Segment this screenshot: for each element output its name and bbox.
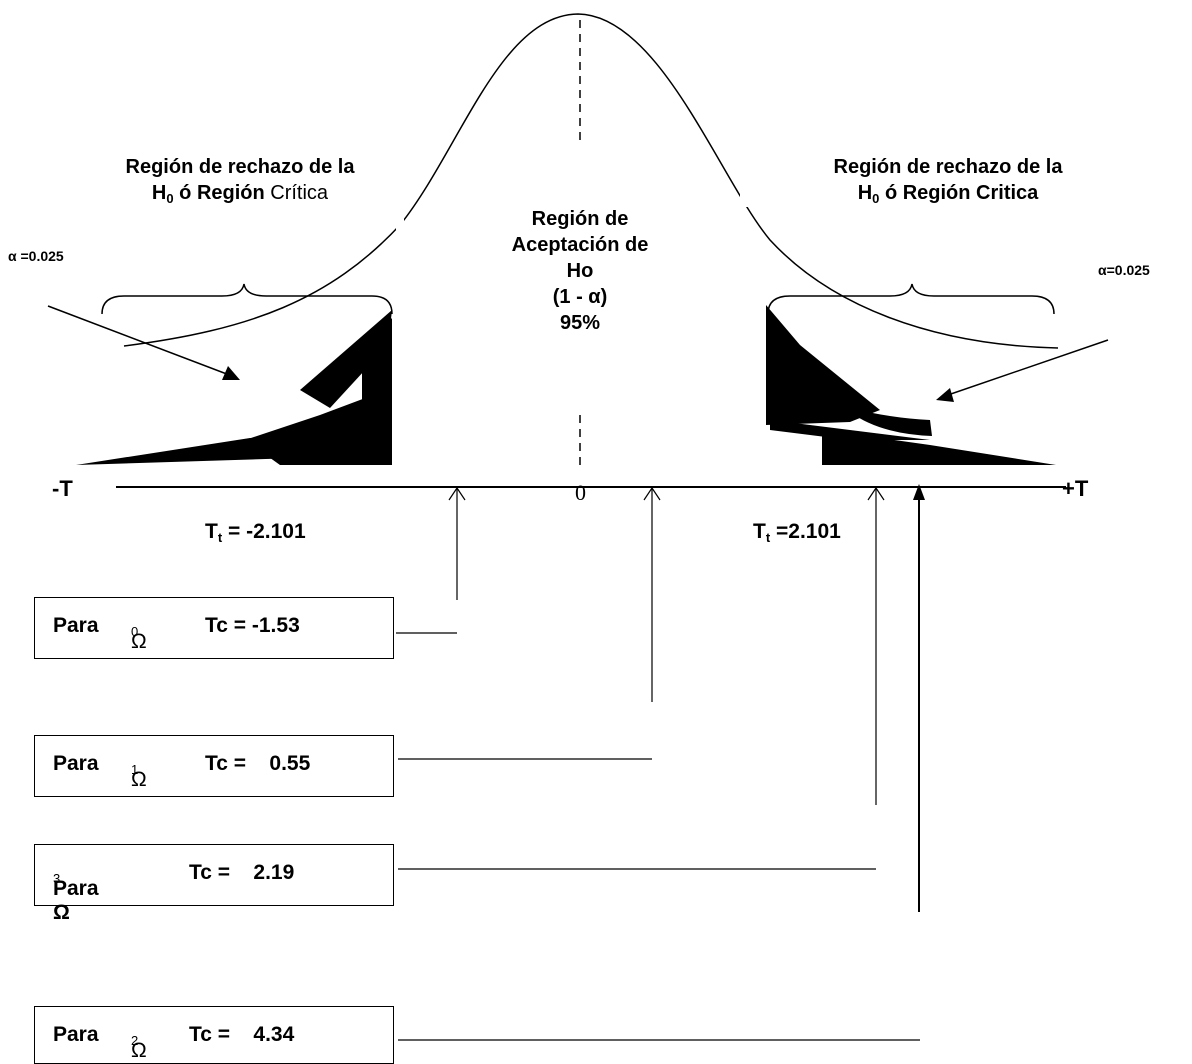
acceptance-line1: Región de: [531, 208, 629, 230]
right-alpha-arrowhead: [936, 388, 954, 402]
acceptance-line3: Ho: [566, 260, 594, 282]
tc-value: Tc = 4.34: [189, 1023, 295, 1046]
para-label: Para: [53, 752, 99, 775]
tt-value: = -2.101: [222, 520, 306, 543]
tt-right-label: Tt =2.101: [753, 520, 841, 544]
left-rejection-region: [76, 310, 392, 465]
tt-letter: T: [753, 520, 766, 543]
box-connectors: [396, 632, 920, 1041]
left-region-title-line1: Región de rechazo de la: [125, 156, 355, 178]
tc-value: Tc = 2.19: [189, 861, 295, 884]
value-pointers: [448, 486, 920, 912]
left-brace: [101, 283, 393, 315]
neg-t-label: -T: [52, 476, 73, 501]
para-label: Para: [53, 1023, 99, 1046]
h-subscript: 0: [872, 191, 880, 206]
alpha-right-label: α=0.025: [1098, 262, 1150, 278]
pos-t-label: +T: [1062, 476, 1089, 501]
right-region-title-line1: Región de rechazo de la: [833, 156, 1063, 178]
right-region-title-line2: H0 ó Región Critica: [788, 180, 1108, 206]
acceptance-region-label: Región de Aceptación de Ho (1 - α) 95%: [470, 206, 690, 336]
left-region-title-line2: H0 ó Región Crítica: [80, 180, 400, 206]
alpha-left-label: α =0.025: [8, 248, 64, 264]
tt-subscript: t: [765, 530, 771, 545]
right-region-title: Región de rechazo de la H0 ó Región Crit…: [788, 154, 1108, 206]
h-subscript: 0: [166, 191, 174, 206]
left-region-title: Región de rechazo de la H0 ó Región Crít…: [80, 154, 400, 206]
acceptance-line5: 95%: [559, 312, 601, 334]
title-bold-part: ó Región: [173, 182, 265, 204]
acceptance-line4: (1 - α): [552, 286, 608, 308]
tt-value: =2.101: [770, 520, 841, 543]
left-alpha-arrowhead: [222, 366, 240, 380]
zero-label: 0: [575, 480, 586, 505]
acceptance-line2: Aceptación de: [511, 234, 649, 256]
title-normal-part: Crítica: [264, 182, 329, 204]
right-rejection-region: [766, 305, 1056, 465]
tt-left-label: Tt = -2.101: [205, 520, 306, 544]
right-brace: [767, 283, 1055, 315]
h-letter: H: [857, 182, 873, 204]
omega2-arrowhead: [913, 484, 925, 500]
title-rest: ó Región Critica: [879, 182, 1039, 204]
tc-value: Tc = -1.53: [205, 614, 300, 637]
para-label: Para: [53, 614, 99, 637]
tc-value: Tc = 0.55: [205, 752, 311, 775]
tt-letter: T: [205, 520, 218, 543]
h-letter: H: [151, 182, 167, 204]
tt-subscript: t: [217, 530, 223, 545]
